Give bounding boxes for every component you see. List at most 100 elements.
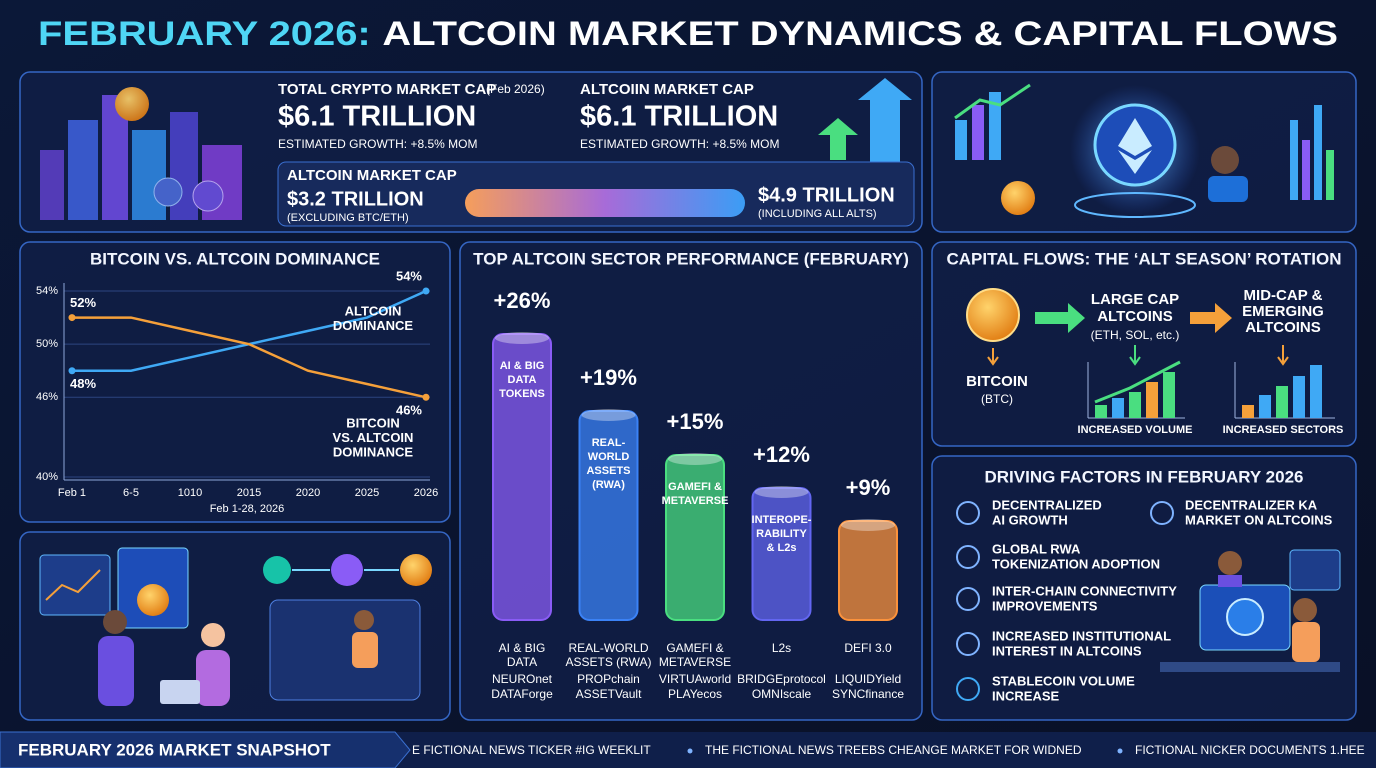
flow-caption: INCREASED VOLUME — [1078, 424, 1193, 436]
range-high-note: (INCLUDING ALL ALTS) — [758, 208, 877, 220]
bar-label: DATA — [508, 374, 537, 386]
category-label: DATA — [507, 655, 537, 669]
bar-label: AI & BIG — [500, 360, 545, 372]
ticker-dot — [687, 748, 693, 754]
flow-node: ALTCOINS — [1245, 319, 1321, 336]
bar-label: REAL- — [592, 437, 626, 449]
stat-value: $6.1 TRILLION — [278, 101, 476, 133]
category-label: L2s — [772, 641, 791, 655]
footer-title: FEBRUARY 2026 MARKET SNAPSHOT — [18, 740, 331, 759]
y-tick-label: 50% — [36, 338, 58, 350]
factor-item: INCREASE — [992, 688, 1060, 703]
skyline-illustration — [40, 87, 242, 220]
factor-item: DECENTRALIZED — [992, 497, 1102, 512]
bar-cap — [841, 519, 895, 531]
point — [422, 393, 430, 401]
factor-item: TOKENIZATION ADOPTION — [992, 556, 1160, 571]
x-tick-label: 2026 — [414, 487, 438, 499]
data-label: +12% — [753, 442, 810, 467]
data-label: 54% — [396, 268, 422, 283]
bar — [751, 487, 812, 621]
x-tick-label: 2015 — [237, 487, 261, 499]
flow-node: BITCOIN — [966, 373, 1028, 390]
ticker-item: E FICTIONAL NEWS TICKER #IG WEEKLIT — [412, 743, 651, 757]
legend-label: DOMINANCE — [333, 318, 413, 333]
bar — [838, 520, 898, 621]
ticker-dot — [1117, 748, 1123, 754]
dominance-panel — [19, 241, 451, 523]
data-label: +9% — [846, 475, 891, 500]
legend-label: VS. ALTCOIN — [333, 430, 414, 445]
token-label: PLAYecos — [668, 687, 722, 701]
bar-label: INTEROPE- — [752, 514, 812, 526]
bar-cap — [754, 486, 809, 498]
analyst-illustration — [1160, 549, 1341, 672]
hologram-illustration — [954, 83, 1334, 218]
stat-growth: ESTIMATED GROWTH: +8.5% MOM — [278, 137, 477, 151]
flows-panel — [931, 241, 1357, 447]
stat-note: (Feb 2026) — [486, 82, 545, 96]
category-label: ASSETS (RWA) — [565, 655, 651, 669]
bar — [578, 410, 639, 621]
category-label: AI & BIG — [499, 641, 546, 655]
flow-node: LARGE CAP — [1091, 291, 1179, 308]
x-tick-label: 2025 — [355, 487, 379, 499]
token-label: BRIDGEprotocol — [737, 672, 826, 686]
bar — [665, 454, 725, 621]
page-title: FEBRUARY 2026: ALTCOIN MARKET DYNAMICS & … — [38, 15, 1338, 53]
chart-title: BITCOIN VS. ALTCOIN DOMINANCE — [90, 249, 380, 268]
y-tick-label: 46% — [36, 391, 58, 403]
title-main: ALTCOIN MARKET DYNAMICS & CAPITAL FLOWS — [382, 15, 1338, 53]
series-line — [72, 316, 427, 399]
bar-label: RABILITY — [756, 528, 807, 540]
x-tick-label: 1010 — [178, 487, 202, 499]
chart-title: TOP ALTCOIN SECTOR PERFORMANCE (FEBRUARY… — [473, 249, 909, 268]
legend-label: BITCOIN — [346, 415, 399, 430]
factors-panel — [931, 455, 1357, 721]
bar-cap — [581, 409, 636, 421]
category-label: DEFI 3.0 — [844, 641, 892, 655]
range-high: $4.9 TRILLION — [758, 184, 895, 206]
bar-label: ASSETS — [586, 465, 630, 477]
x-tick-label: 2020 — [296, 487, 320, 499]
stat-label: ALTCOIIN MARKET CAP — [580, 81, 754, 98]
bar-cap — [495, 332, 549, 344]
bar-label: TOKENS — [499, 388, 545, 400]
factor-item: MARKET ON ALTCOINS — [1185, 512, 1333, 527]
stat-growth: ESTIMATED GROWTH: +8.5% MOM — [580, 137, 779, 151]
bar — [492, 333, 552, 621]
data-label: 48% — [70, 376, 96, 391]
factor-item: AI GROWTH — [992, 512, 1068, 527]
data-label: 46% — [396, 403, 422, 418]
title-lead: FEBRUARY 2026: — [38, 15, 371, 53]
point — [68, 367, 76, 375]
factor-item: DECENTRALIZER KA — [1185, 497, 1318, 512]
footer-badge — [0, 731, 411, 768]
legend-label: DOMINANCE — [333, 444, 413, 459]
range-label: ALTCOIN MARKET CAP — [287, 167, 457, 184]
flow-node: ALTCOINS — [1097, 308, 1173, 325]
factor-item: GLOBAL RWA — [992, 541, 1081, 556]
token-label: SYNCfinance — [832, 687, 904, 701]
stat-label: TOTAL CRYPTO MARKET CAP — [278, 81, 496, 98]
bar-label: GAMEFI & — [668, 481, 722, 493]
token-label: DATAForge — [491, 687, 553, 701]
category-label: GAMEFI & — [666, 641, 723, 655]
factor-item: INTEREST IN ALTCOINS — [992, 643, 1142, 658]
team-illustration — [39, 547, 432, 706]
factors-title: DRIVING FACTORS IN FEBRUARY 2026 — [985, 467, 1304, 486]
data-label: +19% — [580, 365, 637, 390]
y-tick-label: 40% — [36, 471, 58, 483]
bar-label: (RWA) — [592, 479, 625, 491]
category-label: METAVERSE — [659, 655, 731, 669]
y-tick-label: 54% — [36, 285, 58, 297]
flow-node: EMERGING — [1242, 303, 1324, 320]
x-tick-label: Feb 1 — [58, 487, 86, 499]
ticker-item: FICTIONAL NICKER DOCUMENTS 1.HEE — [1135, 743, 1365, 757]
x-tick-label: 6-5 — [123, 487, 139, 499]
flows-graphics — [966, 288, 1335, 419]
bar-cap — [668, 453, 722, 465]
token-label: LIQUIDYield — [835, 672, 901, 686]
factor-icons — [956, 501, 1174, 701]
